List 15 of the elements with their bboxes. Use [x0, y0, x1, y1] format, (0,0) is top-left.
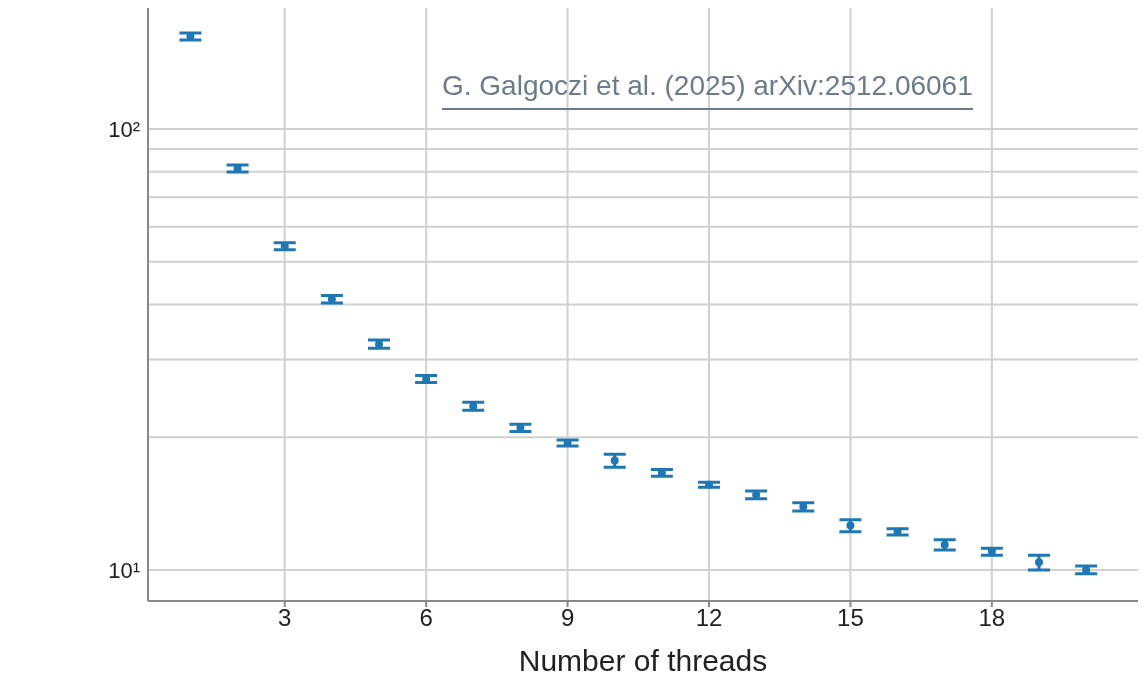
x-axis-title: Number of threads	[518, 644, 768, 677]
annotation: G. Galgoczi et al. (2025) arXiv:2512.06061	[442, 70, 973, 110]
x-tick-label: 3	[278, 604, 292, 632]
x-tick-label: 6	[419, 604, 433, 632]
point	[846, 521, 855, 530]
point	[705, 480, 713, 489]
point	[1035, 558, 1043, 567]
point	[610, 456, 619, 465]
x-tick-label: 15	[837, 604, 864, 632]
y-tick-label: 10¹	[108, 557, 140, 583]
x-tick-label: 12	[695, 604, 723, 632]
point	[940, 540, 949, 549]
x-tick-label: 9	[560, 604, 575, 632]
y-tick-label: 10²	[108, 116, 140, 142]
x-tick-label: 18	[978, 604, 1006, 632]
